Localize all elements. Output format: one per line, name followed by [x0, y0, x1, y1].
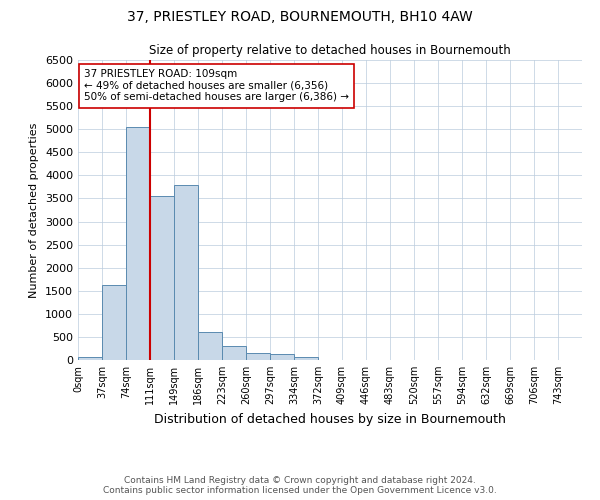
Bar: [102, 285, 126, 360]
Bar: [270, 354, 294, 360]
Text: 37 PRIESTLEY ROAD: 109sqm
← 49% of detached houses are smaller (6,356)
50% of se: 37 PRIESTLEY ROAD: 109sqm ← 49% of detac…: [84, 69, 349, 102]
Bar: [174, 184, 198, 360]
Y-axis label: Number of detached properties: Number of detached properties: [29, 122, 40, 298]
Text: 37, PRIESTLEY ROAD, BOURNEMOUTH, BH10 4AW: 37, PRIESTLEY ROAD, BOURNEMOUTH, BH10 4A…: [127, 10, 473, 24]
Text: Contains HM Land Registry data © Crown copyright and database right 2024.
Contai: Contains HM Land Registry data © Crown c…: [103, 476, 497, 495]
Bar: [126, 127, 150, 360]
Bar: [150, 196, 174, 360]
Title: Size of property relative to detached houses in Bournemouth: Size of property relative to detached ho…: [149, 44, 511, 58]
Bar: [294, 357, 318, 360]
Bar: [78, 356, 102, 360]
Bar: [246, 353, 270, 360]
X-axis label: Distribution of detached houses by size in Bournemouth: Distribution of detached houses by size …: [154, 412, 506, 426]
Bar: [198, 332, 222, 360]
Bar: [222, 346, 246, 360]
